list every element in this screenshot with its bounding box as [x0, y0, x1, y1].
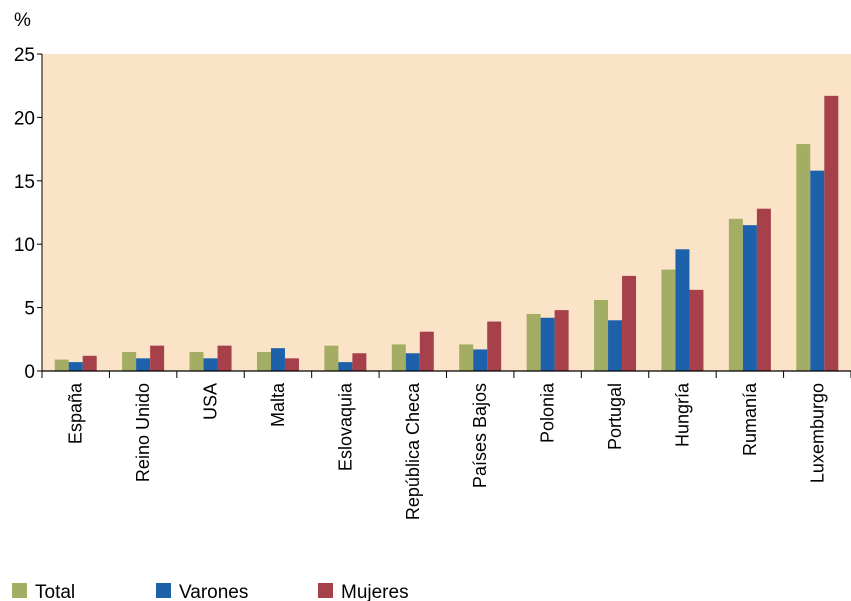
bar-total — [54, 359, 69, 371]
bar-total — [796, 144, 811, 371]
y-axis-unit-label: % — [14, 10, 31, 31]
legend-label: Total — [35, 582, 75, 601]
x-tick-label: España — [66, 382, 86, 444]
x-axis — [41, 370, 851, 378]
plot-background — [42, 54, 851, 371]
bar-mujeres — [150, 345, 165, 371]
bar-varones — [810, 170, 825, 371]
bar-mujeres — [284, 358, 299, 371]
bar-varones — [405, 353, 420, 371]
bar-varones — [203, 358, 218, 371]
bar-mujeres — [352, 353, 367, 371]
legend-swatch — [12, 583, 27, 598]
bar-total — [459, 344, 474, 371]
bar-mujeres — [622, 275, 637, 371]
legend: Total Varones Mujeres — [12, 582, 409, 601]
bar-total — [189, 351, 204, 371]
bar-total — [661, 269, 676, 371]
x-tick-label: Países Bajos — [470, 383, 490, 488]
legend-swatch — [156, 583, 171, 598]
bar-mujeres — [689, 289, 704, 371]
x-tick-label: Hungría — [672, 382, 692, 447]
bar-varones — [270, 348, 285, 371]
x-tick-label: Rumanía — [740, 382, 760, 456]
y-tick-label: 20 — [14, 108, 35, 129]
y-tick-label: 5 — [24, 299, 35, 320]
bar-total — [324, 345, 339, 371]
y-tick-label: 15 — [14, 172, 35, 193]
bar-total — [728, 218, 743, 371]
category-labels: España Reino Unido USA Malta Eslovaquia Repúb… — [66, 382, 828, 520]
y-tick-label: 0 — [24, 362, 35, 383]
bar-varones — [473, 349, 488, 371]
bar-varones — [608, 320, 623, 371]
y-axis-ticks: 0 5 10 15 20 25 — [14, 45, 43, 383]
bar-mujeres — [756, 208, 771, 371]
legend-item-total: Total — [12, 582, 75, 601]
bar-total — [594, 299, 609, 371]
x-tick-label: Eslovaquia — [335, 382, 355, 471]
x-tick-label: República Checa — [403, 382, 423, 520]
bar-varones — [136, 358, 151, 371]
legend-label: Mujeres — [341, 582, 409, 601]
bar-varones — [540, 317, 555, 371]
bar-varones — [675, 249, 690, 371]
bar-total — [256, 351, 271, 371]
bar-mujeres — [82, 355, 97, 371]
legend-label: Varones — [179, 582, 248, 601]
bar-mujeres — [419, 331, 434, 371]
x-tick-label: Malta — [268, 382, 288, 427]
bar-total — [122, 351, 137, 371]
legend-item-varones: Varones — [156, 582, 248, 601]
bar-total — [526, 313, 541, 371]
bar-mujeres — [487, 321, 502, 371]
x-tick-label: Reino Unido — [133, 383, 153, 482]
bar-mujeres — [217, 345, 232, 371]
legend-item-mujeres: Mujeres — [318, 582, 409, 601]
x-tick-label: USA — [201, 383, 221, 420]
y-tick-label: 25 — [14, 45, 35, 66]
legend-swatch — [318, 583, 333, 598]
y-tick-label: 10 — [14, 235, 35, 256]
bar-mujeres — [554, 310, 569, 371]
bar-mujeres — [824, 95, 839, 372]
bar-varones — [68, 362, 83, 371]
bar-varones — [338, 362, 353, 371]
x-tick-label: Luxemburgo — [807, 383, 827, 483]
bar-varones — [742, 225, 757, 371]
bar-total — [391, 344, 406, 371]
bars — [54, 95, 839, 372]
x-tick-label: Polonia — [538, 382, 558, 443]
x-tick-label: Portugal — [605, 383, 625, 450]
